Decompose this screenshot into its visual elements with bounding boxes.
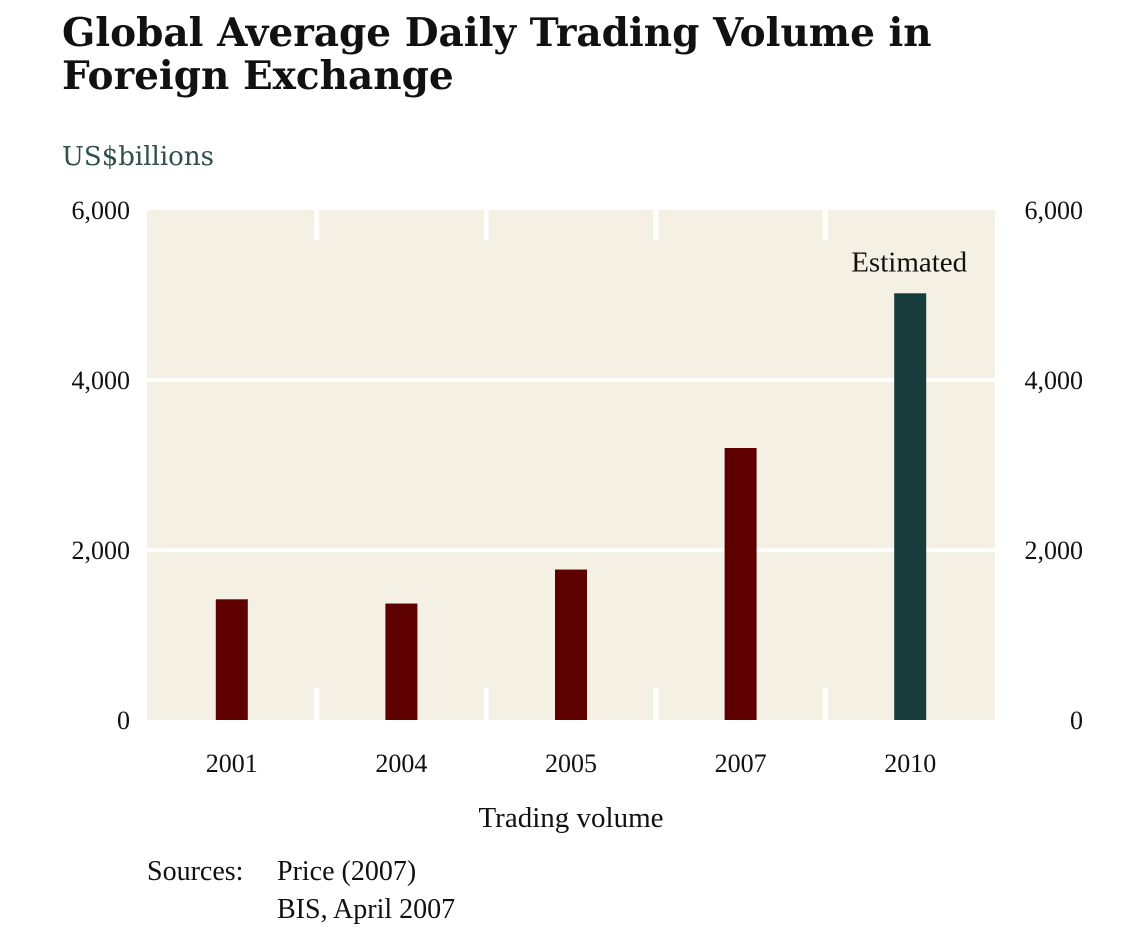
chart-title: Global Average Daily Trading Volume in F…: [62, 10, 932, 99]
x-tick-label: 2004: [375, 749, 427, 778]
bar-2005: [555, 569, 587, 720]
units-label: US$billions: [62, 142, 214, 172]
x-tick-label: 2007: [715, 749, 767, 778]
y-tick-label-left: 0: [117, 706, 130, 735]
source-line: Price (2007): [277, 856, 417, 887]
y-axis-right: 0 2,000 4,000 6,000: [1025, 196, 1084, 735]
x-tick-label: 2005: [545, 749, 597, 778]
bar-2004: [385, 603, 418, 720]
source-line: BIS, April 2007: [277, 894, 456, 925]
y-tick-label-right: 6,000: [1025, 196, 1084, 225]
y-axis-left: 0 2,000 4,000 6,000: [72, 196, 131, 735]
bar-2007: [724, 448, 757, 720]
x-axis-label: Trading volume: [478, 802, 663, 834]
bars: [215, 293, 927, 720]
y-tick-label-right: 4,000: [1025, 366, 1084, 395]
bar-2001: [215, 599, 248, 720]
y-tick-label-right: 0: [1070, 706, 1083, 735]
sources-label: Sources:: [147, 856, 244, 887]
y-tick-label-left: 4,000: [72, 366, 131, 395]
y-tick-label-left: 6,000: [72, 196, 131, 225]
y-tick-label-left: 2,000: [72, 536, 131, 565]
x-axis: 2001 2004 2005 2007 2010: [206, 749, 936, 778]
y-tick-label-right: 2,000: [1025, 536, 1084, 565]
bar-2010: [894, 293, 927, 720]
estimated-annotation: Estimated: [851, 246, 967, 278]
x-tick-label: 2001: [206, 749, 258, 778]
gridlines: [147, 210, 995, 720]
x-tick-label: 2010: [884, 749, 936, 778]
